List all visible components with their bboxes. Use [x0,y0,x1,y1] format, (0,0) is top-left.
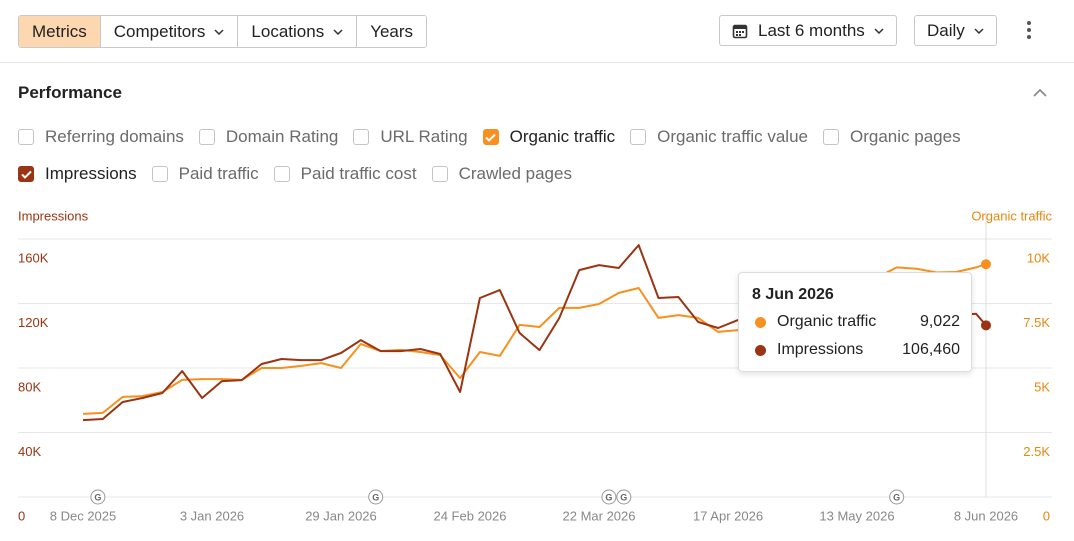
metric-label: Paid traffic [178,164,259,183]
tab-label: Metrics [32,21,87,41]
tab-label: Competitors [113,21,206,41]
event-marker [601,489,617,505]
checkbox [353,129,370,145]
event-marker [889,489,905,505]
y-tick-label: 0 [18,508,25,523]
chevron [214,28,224,35]
metric-label: Crawled pages [458,164,572,183]
metric-checkbox[interactable]: Crawled pages [431,163,572,185]
tab[interactable]: Years [356,16,427,47]
interval-button[interactable]: Daily [914,15,997,46]
x-tick-label: 17 Apr 2026 [693,508,763,523]
panel-title: Performance [18,83,122,102]
tab[interactable]: Metrics [19,16,100,47]
checkbox [273,166,290,182]
event-marker [90,489,106,505]
tab-label: Years [370,21,414,41]
checkbox [630,129,647,145]
metric-label: Organic pages [850,127,961,146]
period-button[interactable]: Last 6 months [719,15,897,46]
metric-label: Impressions [45,164,137,183]
x-tick-label: 8 Jun 2026 [954,508,1018,523]
metric-checkbox[interactable]: Referring domains [18,126,184,148]
metric-checkbox[interactable]: Organic traffic value [630,126,808,148]
checkbox [198,129,215,145]
check-icon [20,170,32,179]
x-tick-label: 3 Jan 2026 [180,508,244,523]
checkbox [482,129,499,145]
y2-tick-label: 5K [1034,379,1050,394]
x-tick-label: 29 Jan 2026 [305,508,377,523]
metric-label: Domain Rating [225,127,339,146]
tooltip-title: 8 Jun 2026 [752,286,834,303]
checkbox [151,166,168,182]
metric-checkbox[interactable]: URL Rating [353,126,468,148]
divider [0,62,1074,63]
metric-label: URL Rating [380,127,468,146]
event-marker-label: G [372,492,379,502]
event-marker-label: G [893,492,900,502]
tab[interactable]: Competitors [99,16,238,47]
y-tick-label: 160K [18,250,49,265]
y2-tick-label: 10K [1027,250,1050,265]
chevron [874,27,884,34]
x-tick-label: 24 Feb 2026 [433,508,506,523]
y2-tick-label: 0 [1043,508,1050,523]
more-menu[interactable] [1024,20,1034,40]
tooltip-row: Organic traffic 9,022 [755,313,960,331]
tab-label: Locations [251,21,325,41]
chevron [974,27,984,34]
tooltip-value: 9,022 [919,313,960,330]
metric-label: Referring domains [45,127,184,146]
chevron [333,28,343,35]
metric-label: Paid traffic cost [300,164,417,183]
y2-axis-title: Organic traffic [971,208,1052,223]
legend-label: Organic traffic [777,313,877,330]
x-tick-label: 8 Dec 2025 [50,508,117,523]
tooltip: 8 Jun 2026 Organic traffic 9,022 Impressio… [738,272,972,372]
event-marker-label: G [620,492,627,502]
check-icon [485,133,496,142]
x-tick-label: 22 Mar 2026 [563,508,636,523]
metric-label: Organic traffic [509,127,616,146]
checkbox [18,166,34,182]
interval-label: Daily [927,20,965,40]
legend-dot [755,344,766,356]
calendar-icon [732,24,748,38]
event-marker [616,489,632,505]
event-marker [368,489,384,505]
metric-checkbox[interactable]: Organic traffic [482,126,616,148]
y-axis-title: Impressions [18,208,89,223]
hover-point [981,259,991,270]
y2-tick-label: 2.5K [1023,444,1050,459]
tab-group: Metrics Competitors Locations Years [18,15,428,48]
metric-list: Referring domains Domain Rating URL Rating… [18,126,1058,185]
tooltip-row: Impressions 106,460 [755,341,960,359]
checkbox [18,129,34,145]
y2-tick-label: 7.5K [1023,315,1050,330]
legend-label: Impressions [777,341,864,358]
x-tick-label: 13 May 2026 [819,508,894,523]
metric-checkbox[interactable]: Paid traffic cost [273,163,417,185]
metric-label: Organic traffic value [657,127,808,146]
tooltip-value: 106,460 [902,341,960,358]
y-tick-label: 40K [18,444,41,459]
collapse-button[interactable] [1032,88,1048,98]
checkbox [823,129,839,145]
hover-point [981,320,991,331]
tab[interactable]: Locations [237,16,357,47]
y-tick-label: 80K [18,379,41,394]
metric-checkbox[interactable]: Paid traffic [151,163,259,185]
metric-checkbox[interactable]: Organic pages [823,126,961,148]
event-marker-label: G [94,492,101,502]
legend-dot [755,316,766,328]
checkbox [431,166,448,182]
period-label: Last 6 months [758,20,865,40]
event-marker-label: G [605,492,612,502]
metric-checkbox[interactable]: Domain Rating [198,126,339,148]
metric-checkbox[interactable]: Impressions [18,163,137,185]
y-tick-label: 120K [18,315,49,330]
